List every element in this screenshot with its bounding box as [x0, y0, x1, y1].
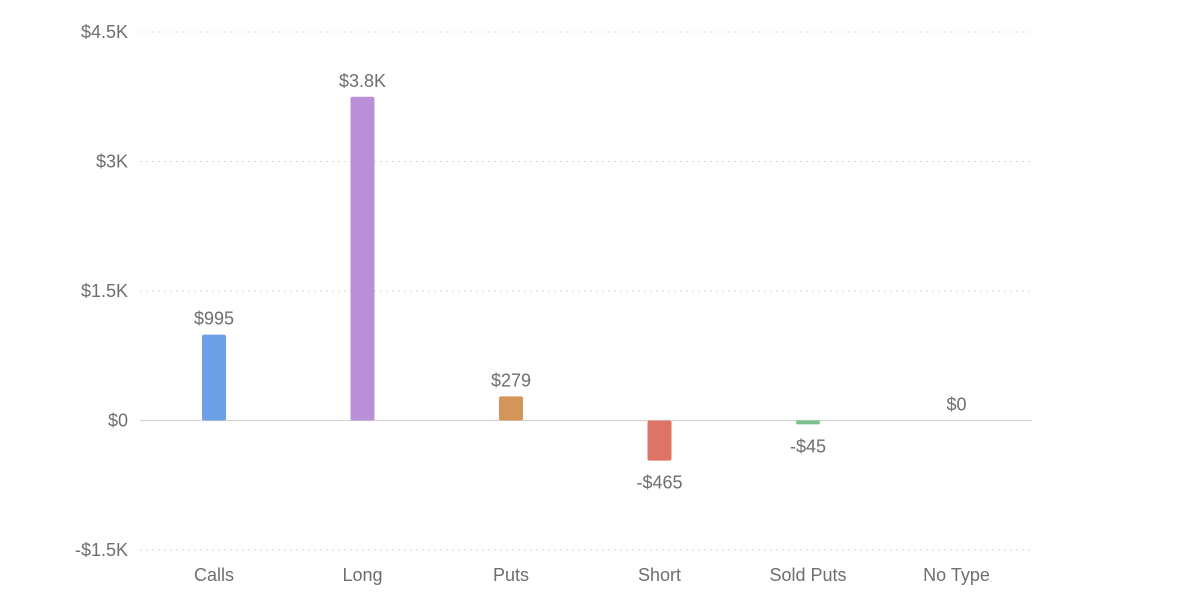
data-label: $0	[946, 395, 966, 415]
x-category-label: Short	[638, 565, 681, 585]
x-category-label: No Type	[923, 565, 990, 585]
data-label: -$45	[790, 436, 826, 456]
y-axis-ticks: $4.5K $3K $1.5K $0 -$1.5K	[75, 22, 128, 560]
bar-puts[interactable]	[499, 396, 523, 421]
data-labels-layer: $995 $3.8K $279 -$465 -$45 $0	[194, 71, 967, 493]
bar-long[interactable]	[350, 96, 375, 421]
x-category-label: Calls	[194, 565, 234, 585]
y-tick-label: $1.5K	[81, 281, 128, 301]
bar-short[interactable]	[647, 420, 672, 461]
x-axis-categories: Calls Long Puts Short Sold Puts No Type	[194, 565, 990, 585]
x-category-label: Sold Puts	[769, 565, 846, 585]
data-label: $995	[194, 309, 234, 329]
grid-layer	[140, 31, 1032, 551]
bars-layer	[202, 96, 820, 461]
bar-calls[interactable]	[202, 334, 226, 421]
y-tick-label: $0	[108, 411, 128, 431]
x-category-label: Puts	[493, 565, 529, 585]
y-tick-label: -$1.5K	[75, 540, 128, 560]
data-label: -$465	[636, 473, 682, 493]
y-tick-label: $3K	[96, 152, 128, 172]
y-tick-label: $4.5K	[81, 22, 128, 42]
x-category-label: Long	[342, 565, 382, 585]
data-label: $3.8K	[339, 71, 386, 91]
bar-sold-puts[interactable]	[796, 420, 820, 425]
data-label: $279	[491, 370, 531, 390]
